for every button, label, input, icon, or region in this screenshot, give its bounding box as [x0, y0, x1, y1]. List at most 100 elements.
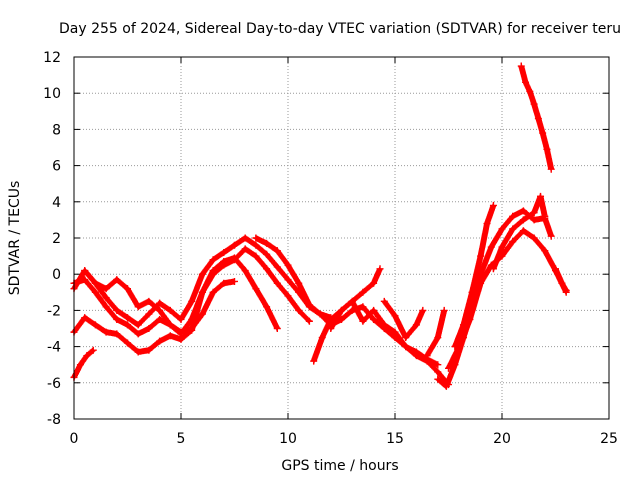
data-point-marker [198, 288, 206, 296]
data-point-marker [412, 321, 420, 329]
data-point-marker [519, 207, 527, 215]
data-point-marker [113, 276, 121, 284]
y-tick-label: -4 [47, 340, 61, 356]
data-point-marker [380, 297, 388, 305]
data-point-marker [338, 306, 345, 314]
y-tick-label: 6 [52, 159, 61, 175]
data-point-marker [543, 145, 551, 153]
data-point-marker [124, 314, 131, 322]
data-point-marker [252, 285, 260, 293]
data-point-marker [402, 334, 410, 342]
data-point-marker [391, 312, 399, 320]
data-point-marker [89, 346, 97, 354]
data-point-marker [76, 361, 84, 369]
data-point-marker [487, 243, 495, 251]
data-point-marker [177, 315, 185, 323]
data-point-marker [434, 334, 442, 342]
data-point-marker [102, 294, 110, 302]
data-point-marker [145, 310, 153, 318]
data-point-marker [534, 115, 542, 123]
data-point-marker [231, 277, 238, 285]
data-point-marker [498, 243, 506, 251]
data-point-marker [539, 129, 547, 137]
data-point-marker [530, 216, 538, 224]
data-point-marker [380, 321, 388, 329]
data-point-marker [477, 252, 485, 260]
data-point-marker [145, 325, 153, 332]
data-point-marker [145, 297, 153, 305]
data-point-marker [295, 306, 303, 314]
data-point-marker [134, 348, 142, 356]
data-point-marker [252, 241, 260, 249]
data-point-marker [102, 285, 110, 293]
data-point-marker [113, 306, 121, 314]
data-point-marker [419, 306, 427, 314]
data-point-marker [316, 310, 324, 318]
data-point-marker [156, 315, 164, 323]
y-tick-label: 2 [52, 231, 61, 247]
x-tick-label: 15 [386, 431, 404, 447]
y-tick-label: -6 [47, 376, 61, 392]
data-point-marker [81, 314, 89, 322]
data-point-marker [295, 279, 303, 287]
data-point-marker [241, 245, 249, 253]
data-point-marker [284, 292, 292, 300]
y-tick-label: 4 [52, 195, 61, 211]
series-track-8 [327, 265, 384, 332]
data-point-marker [562, 286, 570, 294]
y-tick-label: 12 [43, 50, 61, 66]
data-point-marker [530, 234, 538, 242]
data-point-marker [412, 352, 420, 360]
series-track-4 [70, 346, 97, 381]
data-point-marker [166, 306, 174, 314]
data-point-marker [348, 297, 356, 305]
data-point-marker [113, 315, 121, 323]
data-point-marker [445, 364, 452, 372]
data-point-marker [231, 241, 238, 249]
data-point-marker [519, 216, 527, 224]
data-point-marker [263, 303, 271, 311]
data-point-marker [451, 343, 459, 351]
data-point-marker [83, 352, 91, 360]
y-tick-label: 0 [52, 267, 61, 283]
data-point-marker [156, 337, 164, 345]
data-point-marker [547, 232, 555, 240]
data-point-marker [517, 62, 525, 70]
data-point-marker [134, 321, 142, 329]
data-point-marker [102, 328, 110, 336]
data-point-marker [134, 303, 142, 311]
data-point-marker [434, 361, 442, 369]
data-point-marker [284, 276, 292, 284]
data-point-marker [547, 165, 555, 173]
series-track-13 [451, 201, 497, 351]
data-point-marker [284, 261, 292, 269]
data-point-marker [552, 265, 559, 273]
chart-title: Day 255 of 2024, Sidereal Day-to-day VTE… [59, 21, 621, 37]
data-point-marker [188, 297, 196, 305]
y-axis-label: SDTVAR / TECUs [7, 181, 23, 296]
data-point-marker [273, 247, 281, 255]
data-point-marker [220, 248, 228, 256]
x-axis-label: GPS time / hours [281, 458, 398, 474]
x-tick-label: 10 [279, 431, 297, 447]
data-point-marker [526, 87, 534, 95]
data-point-marker [156, 299, 164, 307]
data-point-marker [166, 321, 174, 329]
y-tick-label: 10 [43, 86, 61, 102]
data-point-marker [305, 317, 313, 325]
data-point-marker [198, 270, 206, 278]
data-point-marker [477, 279, 485, 287]
data-point-marker [537, 192, 545, 200]
data-point-marker [310, 357, 318, 365]
data-point-marker [423, 352, 431, 360]
data-point-marker [273, 325, 281, 332]
data-point-marker [541, 212, 549, 220]
y-tick-label: 8 [52, 122, 61, 138]
data-point-marker [220, 279, 228, 287]
data-point-marker [209, 256, 217, 264]
data-point-marker [134, 330, 142, 338]
data-point-marker [530, 100, 538, 108]
data-point-marker [305, 301, 313, 309]
data-point-marker [273, 263, 281, 271]
